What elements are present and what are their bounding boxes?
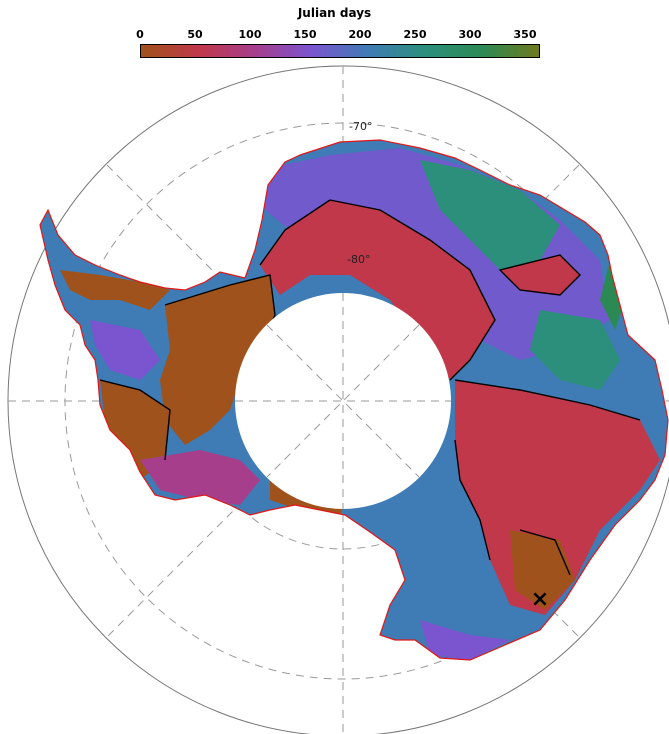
polar-map: -70° -80° ×: [7, 65, 669, 734]
colorbar-tick: 300: [458, 28, 482, 41]
colorbar-tick: 200: [348, 28, 372, 41]
colorbar-tick: 150: [293, 28, 317, 41]
colorbar-tick: 100: [238, 28, 262, 41]
lat-label-80: -80°: [347, 253, 370, 266]
lat-label-70: -70°: [349, 120, 372, 133]
colorbar-tick: 250: [403, 28, 427, 41]
site-marker-x: ×: [531, 587, 549, 612]
colorbar-tick: 0: [136, 28, 144, 41]
colorbar-tick: 350: [513, 28, 537, 41]
colorbar-title: Julian days: [297, 6, 372, 20]
coastline-outline: [39, 139, 669, 661]
colorbar-tick: 50: [187, 28, 203, 41]
meridian-line: [266, 324, 420, 478]
colorbar: [140, 44, 540, 58]
meridian-line: [266, 324, 420, 478]
